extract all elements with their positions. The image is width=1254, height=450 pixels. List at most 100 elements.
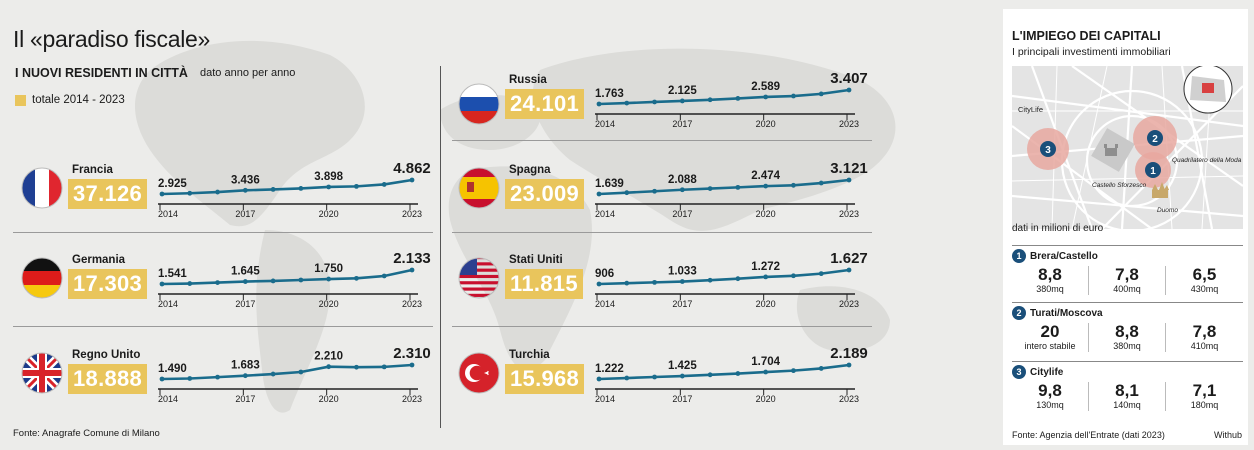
country-total-badge: 24.101 [505, 89, 585, 119]
investment-area: 380mq [1036, 284, 1064, 294]
country-name: Spagna [509, 164, 551, 176]
investment-area: 410mq [1190, 341, 1219, 351]
tick-label: 2020 [756, 119, 776, 129]
investment-area: 140mq [1113, 400, 1141, 410]
data-point [735, 371, 741, 376]
trend-chart: 1.222 1.425 1.704 2.189 2014 2017 2020 2023 [595, 345, 868, 404]
series-line [598, 88, 850, 106]
data-point [298, 369, 304, 375]
tick-label: 2017 [672, 299, 692, 309]
country-total-badge: 23.009 [505, 179, 585, 209]
data-point [354, 364, 359, 370]
data-point [298, 277, 304, 283]
uk-flag [21, 352, 63, 394]
tick-label: 2017 [672, 394, 692, 404]
data-point [846, 362, 852, 368]
country-card: Regno Unito 18.888 1.490 1.683 2.210 2.310 201… [20, 345, 460, 435]
value-label: 1.222 [595, 363, 624, 375]
country-total-badge: 37.126 [68, 179, 148, 209]
value-label: 4.862 [393, 160, 431, 177]
value-label: 1.704 [751, 356, 780, 368]
data-point [596, 281, 602, 287]
data-point [791, 182, 796, 188]
series-line [161, 268, 413, 286]
country-card: Russia 24.101 1.763 2.125 2.589 3.407 2014 2017… [457, 70, 897, 160]
tick-label: 2017 [672, 209, 692, 219]
investment-value: 6,5 [1192, 265, 1217, 284]
tick-label: 2014 [595, 299, 615, 309]
row-separator [452, 326, 872, 327]
data-point [159, 281, 165, 287]
data-point [791, 93, 796, 99]
trend-chart: 1.490 1.683 2.210 2.310 2014 2017 2020 2023 [158, 345, 431, 404]
investment-value: 7,8 [1192, 322, 1217, 341]
data-point [818, 91, 824, 97]
value-label: 2.925 [158, 178, 187, 190]
investment-value: 7,8 [1115, 265, 1139, 284]
investment-value: 9,8 [1038, 381, 1062, 400]
value-label: 3.898 [314, 171, 343, 183]
tick-label: 2020 [319, 394, 339, 404]
country-name: Germania [72, 254, 126, 266]
data-point [846, 87, 852, 93]
data-point [326, 184, 332, 190]
country-total-badge: 15.968 [505, 364, 585, 394]
value-label: 906 [595, 268, 614, 280]
investment-cell: 20 intero stabile [1012, 323, 1089, 352]
data-point [354, 275, 359, 281]
data-point [652, 188, 657, 194]
tick-label: 2023 [839, 394, 859, 404]
data-point [270, 371, 276, 377]
tick-label: 2023 [839, 209, 859, 219]
country-name: Regno Unito [72, 349, 141, 361]
series-line [161, 178, 413, 196]
data-point [596, 191, 602, 197]
data-point [707, 372, 713, 378]
panel-source-note: Fonte: Agenzia dell'Entrate (dati 2023) [1012, 430, 1165, 440]
data-point [846, 177, 852, 183]
data-point [187, 190, 193, 196]
data-point [624, 100, 630, 106]
data-point [679, 373, 685, 379]
tick-label: 2017 [235, 209, 255, 219]
tick-label: 2023 [839, 119, 859, 129]
tick-label: 2014 [158, 209, 178, 219]
data-point [409, 362, 415, 368]
data-point [763, 274, 769, 280]
investment-area: 380mq [1113, 341, 1141, 351]
legend-swatch [15, 94, 26, 106]
value-label: 2.133 [393, 250, 431, 267]
milan-map: 1 2 3 CityLife Quadrilatero della Moda C… [1012, 66, 1243, 229]
trend-chart: 2.925 3.436 3.898 4.862 2014 2017 2020 2023 [158, 160, 431, 219]
section-subtitle: I NUOVI RESIDENTI IN CITTÀ [15, 66, 188, 80]
data-point [679, 98, 685, 104]
zone-name: Turati/Moscova [1030, 307, 1103, 319]
value-label: 1.033 [668, 266, 697, 278]
data-point [624, 280, 630, 286]
tick-label: 2014 [158, 394, 178, 404]
data-point [652, 374, 657, 380]
investment-area: 180mq [1190, 400, 1219, 410]
germany-flag [21, 257, 63, 299]
investment-value: 20 [1040, 322, 1060, 341]
data-point [735, 184, 741, 190]
zone-number-badge: 3 [1012, 365, 1026, 379]
data-point [215, 189, 220, 195]
investment-cell: 7,8 400mq [1089, 266, 1166, 295]
value-label: 1.425 [668, 360, 697, 372]
investments-panel: L'IMPIEGO DEI CAPITALI I principali inve… [1003, 9, 1248, 445]
value-label: 2.189 [830, 345, 868, 362]
data-point [381, 364, 387, 370]
source-note: Fonte: Anagrafe Comune di Milano [13, 428, 160, 439]
data-point [159, 376, 165, 382]
data-point [763, 369, 769, 375]
trend-chart: 1.541 1.645 1.750 2.133 2014 2017 2020 2023 [158, 250, 431, 309]
legend: totale 2014 - 2023 [15, 94, 125, 106]
tick-label: 2014 [595, 209, 615, 219]
tick-label: 2020 [756, 394, 776, 404]
usa-flag [458, 257, 500, 299]
data-point [215, 374, 220, 380]
svg-text:3: 3 [1045, 145, 1051, 156]
tick-label: 2023 [839, 299, 859, 309]
map-label-castello: Castello Sforzesco [1092, 182, 1147, 189]
